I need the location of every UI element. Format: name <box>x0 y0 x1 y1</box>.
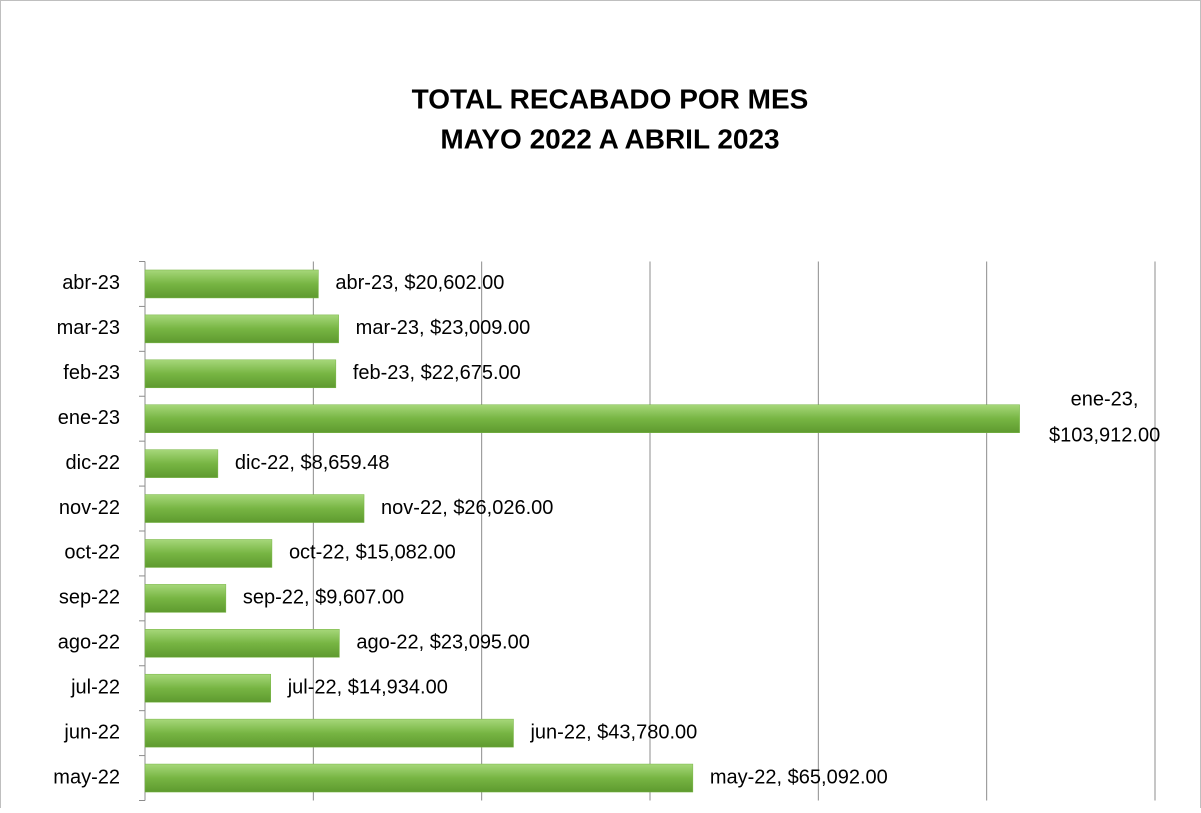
bar <box>144 269 319 299</box>
bar <box>144 763 694 793</box>
bar <box>144 494 365 523</box>
y-tick-label: ene-23 <box>58 407 120 429</box>
chart-title: TOTAL RECABADO POR MES <box>412 83 809 114</box>
bar <box>144 673 271 703</box>
y-tick-label: oct-22 <box>64 542 120 564</box>
y-tick-label: mar-23 <box>57 317 120 339</box>
bar <box>144 449 219 478</box>
data-label: dic-22, $8,659.48 <box>235 452 390 474</box>
y-tick-label: may-22 <box>53 766 120 788</box>
data-label: mar-23, $23,009.00 <box>356 317 531 339</box>
data-label: feb-23, $22,675.00 <box>353 362 521 384</box>
data-label: jun-22, $43,780.00 <box>529 721 697 743</box>
data-label: abr-23, $20,602.00 <box>335 272 504 294</box>
bar <box>144 718 514 748</box>
y-tick-label: nov-22 <box>59 497 120 519</box>
y-tick-label: sep-22 <box>59 587 120 609</box>
y-tick-label: jun-22 <box>63 721 120 743</box>
y-tick-label: abr-23 <box>62 272 120 294</box>
data-label: jul-22, $14,934.00 <box>287 676 448 698</box>
y-tick-label: dic-22 <box>66 452 120 474</box>
bar <box>144 629 340 658</box>
data-label: may-22, $65,092.00 <box>710 766 888 788</box>
y-tick-label: feb-23 <box>63 362 120 384</box>
data-label: oct-22, $15,082.00 <box>289 542 456 564</box>
bar <box>144 359 337 389</box>
data-label: nov-22, $26,026.00 <box>381 497 553 519</box>
bar <box>144 584 227 613</box>
bar <box>144 539 273 568</box>
y-tick-label: ago-22 <box>58 632 120 654</box>
y-tick-label: jul-22 <box>70 676 120 698</box>
data-label: ene-23, $103,912.00 <box>1049 389 1160 447</box>
data-label: sep-22, $9,607.00 <box>243 587 404 609</box>
data-label: ago-22, $23,095.00 <box>356 632 530 654</box>
bar <box>144 314 339 344</box>
chart-subtitle: MAYO 2022 A ABRIL 2023 <box>440 123 779 154</box>
bar <box>144 404 1020 433</box>
